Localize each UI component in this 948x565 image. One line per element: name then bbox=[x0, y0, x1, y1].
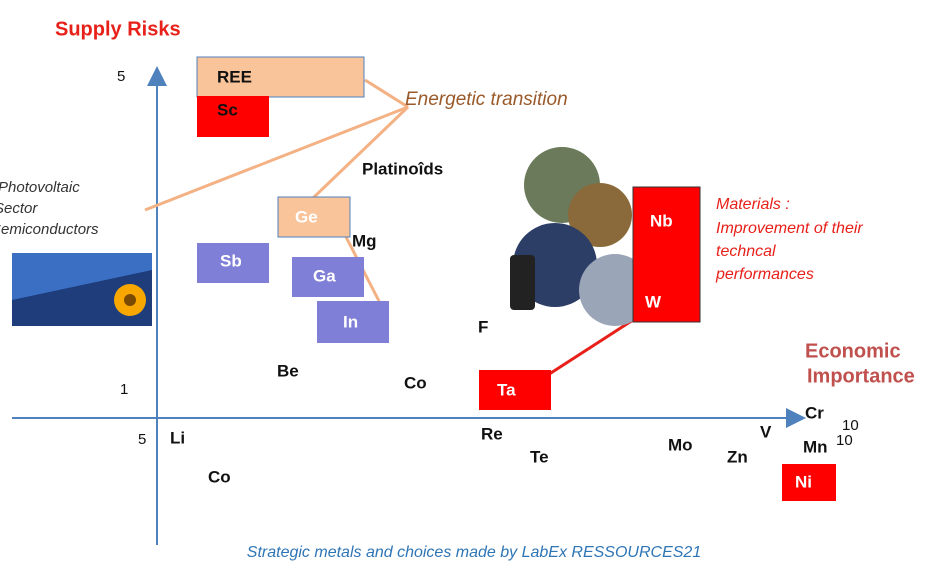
element: Te bbox=[530, 447, 549, 466]
element: Mn bbox=[803, 437, 828, 456]
annotation: techncal bbox=[716, 243, 776, 260]
annotation: performances bbox=[715, 266, 814, 283]
box-label: Ga bbox=[313, 266, 336, 285]
title: Supply Risks bbox=[55, 18, 181, 40]
axis-label: 5 bbox=[117, 68, 125, 85]
element: Zn bbox=[727, 447, 748, 466]
element: Cr bbox=[805, 403, 824, 422]
photo-collage bbox=[510, 147, 651, 326]
element: F bbox=[478, 317, 488, 336]
box-label: Ta bbox=[497, 380, 516, 399]
box-label: REE bbox=[217, 67, 252, 86]
element: Li bbox=[170, 428, 185, 447]
annotation: Energetic transition bbox=[405, 89, 568, 110]
box-label: Ni bbox=[795, 472, 812, 491]
connectors bbox=[144, 78, 410, 304]
element: Re bbox=[481, 424, 503, 443]
connector bbox=[539, 318, 634, 382]
annotation: Materials : bbox=[716, 196, 790, 213]
box-label: Nb bbox=[650, 211, 673, 230]
x-title: Economic bbox=[805, 340, 901, 362]
box-label: Ge bbox=[295, 207, 318, 226]
annotation: Sector bbox=[0, 200, 38, 217]
axis-label: 10 bbox=[842, 417, 859, 434]
element: Mo bbox=[668, 435, 693, 454]
caption: Strategic metals and choices made by Lab… bbox=[247, 544, 701, 561]
element: Be bbox=[277, 361, 299, 380]
box bbox=[197, 243, 269, 283]
box-label: W bbox=[645, 292, 662, 311]
box bbox=[632, 186, 701, 323]
box bbox=[197, 96, 269, 137]
element: Platinoîds bbox=[362, 159, 443, 178]
axis-label: 10 bbox=[836, 432, 853, 449]
box bbox=[277, 196, 351, 238]
element: Co bbox=[404, 373, 427, 392]
axis-label: 5 bbox=[138, 431, 146, 448]
box bbox=[782, 464, 836, 501]
box-label: Sb bbox=[220, 251, 242, 270]
annotation: Photovoltaic bbox=[0, 179, 80, 196]
annotation: Improvement of their bbox=[716, 220, 863, 237]
box-label: In bbox=[343, 312, 358, 331]
box bbox=[317, 301, 389, 343]
axis-label: 1 bbox=[120, 381, 128, 398]
element: Mg bbox=[352, 231, 377, 250]
box-label: Sc bbox=[217, 100, 238, 119]
box bbox=[479, 370, 551, 410]
element: V bbox=[760, 422, 772, 441]
solar-image bbox=[12, 253, 152, 326]
annotation: Semiconductors bbox=[0, 221, 99, 238]
element: Co bbox=[208, 467, 231, 486]
box bbox=[196, 56, 365, 98]
x-title: Importance bbox=[807, 365, 915, 387]
box bbox=[292, 257, 364, 297]
